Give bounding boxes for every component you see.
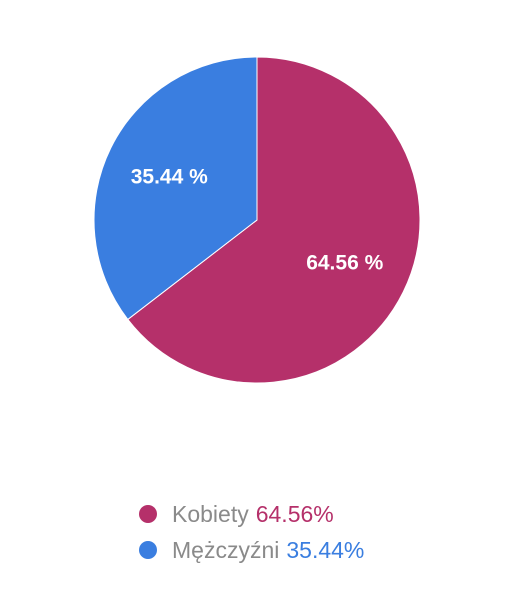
legend-label-kobiety: Kobiety	[172, 500, 249, 527]
pie-slice-1[interactable]	[93, 56, 258, 321]
legend-item-kobiety[interactable]: Kobiety 64.56%	[139, 496, 364, 532]
legend-item-mezczyzni[interactable]: Mężczyźni 35.44%	[139, 532, 364, 568]
legend-dot-kobiety	[139, 505, 157, 523]
legend-value-mezczyzni: 35.44%	[286, 536, 365, 563]
legend: Kobiety 64.56% Mężczyźni 35.44%	[139, 496, 364, 568]
legend-dot-mezczyzni	[139, 541, 157, 559]
slice-label-0: 64.56 %	[306, 252, 383, 275]
legend-value-kobiety: 64.56%	[255, 500, 334, 527]
pie-chart: 64.56 % 35.44 %	[93, 56, 421, 384]
slice-label-1: 35.44 %	[131, 165, 208, 188]
legend-label-mezczyzni: Mężczyźni	[172, 536, 280, 563]
pie-slice-0[interactable]	[127, 56, 421, 384]
